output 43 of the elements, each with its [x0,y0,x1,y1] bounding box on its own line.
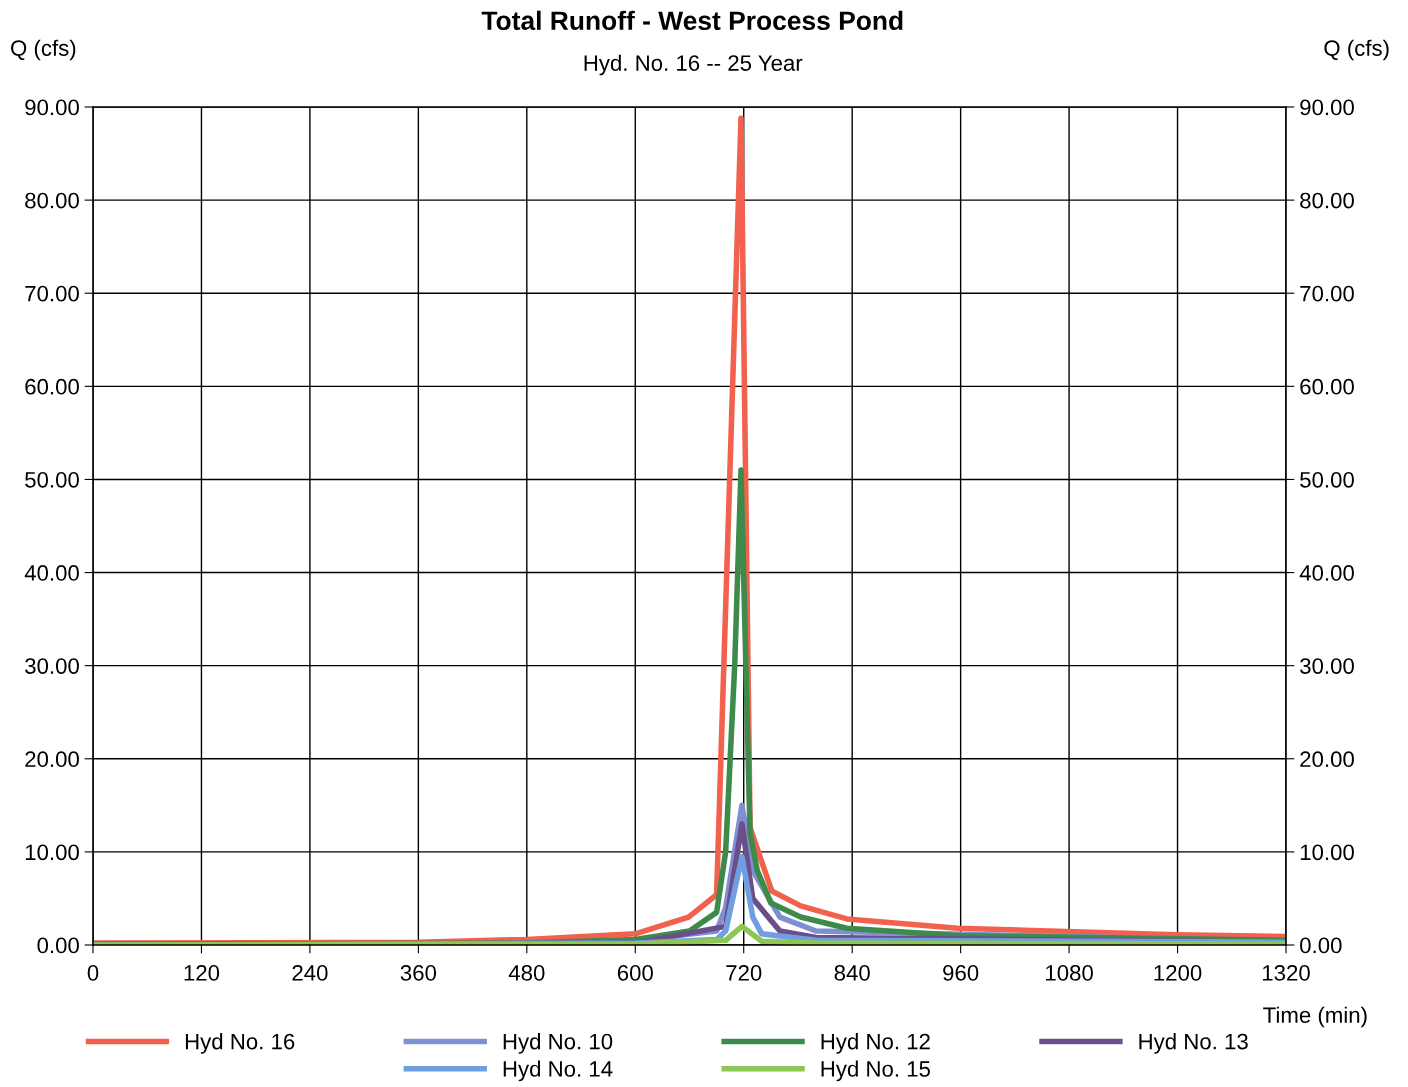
y2-tick-label: 80.00 [1300,192,1354,209]
chart-subtitle: Hyd. No. 16 -- 25 Year [584,54,803,76]
y2-tick-label: 70.00 [1300,285,1354,302]
x-tick-label: 480 [508,965,545,981]
y-axis-title: Q (cfs) [11,39,76,61]
y2-tick-label: 60.00 [1300,378,1354,395]
x-tick-label: 1320 [1262,965,1310,981]
chart-title: Total Runoff - West Process Pond [481,10,903,31]
y-tick-label: 60.00 [25,378,79,395]
y-tick-label: 70.00 [25,285,79,302]
x-tick-label: 120 [184,965,220,981]
y2-tick-label: 40.00 [1299,565,1354,581]
y-tick-label: 90.00 [25,99,79,116]
x-tick-label: 600 [617,965,653,981]
legend-label: Hyd No. 13 [1139,1033,1248,1054]
legend-label: Hyd No. 16 [185,1033,295,1054]
legend-label: Hyd No. 14 [503,1060,613,1082]
y-tick-label: 30.00 [25,658,79,674]
y2-tick-label: 10.00 [1300,844,1354,861]
x-tick-label: 960 [943,965,979,981]
y-tick-label: 40.00 [24,565,79,581]
y2-tick-label: 90.00 [1300,99,1354,116]
y-tick-label: 0.00 [37,937,79,954]
x-tick-label: 840 [834,965,870,981]
x-axis-title: Time (min) [1263,1006,1367,1028]
x-tick-label: 720 [726,965,762,981]
x-tick-label: 0 [87,965,99,981]
y2-tick-label: 20.00 [1300,751,1354,768]
legend-label: Hyd No. 12 [821,1033,930,1054]
legend-label: Hyd No. 10 [503,1033,613,1054]
legend-label: Hyd No. 15 [821,1060,930,1082]
x-tick-label: 1200 [1154,965,1202,981]
y2-tick-label: 50.00 [1300,471,1354,488]
y2-tick-label: 0.00 [1300,937,1342,954]
y-tick-label: 50.00 [25,471,79,488]
y-tick-label: 10.00 [25,844,79,861]
y2-axis-title: Q (cfs) [1324,39,1389,61]
y-tick-label: 20.00 [25,751,79,768]
y2-tick-label: 30.00 [1300,658,1354,674]
y-tick-label: 80.00 [25,192,79,209]
x-tick-label: 240 [292,965,328,981]
x-tick-label: 360 [400,965,437,981]
x-tick-label: 1080 [1046,965,1093,981]
